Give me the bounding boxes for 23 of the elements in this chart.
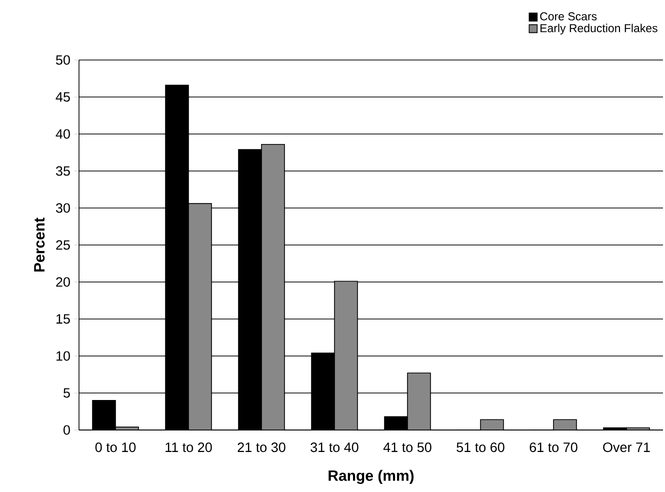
x-tick-label: 11 to 20 [166, 442, 212, 452]
y-tick-label: 35 [56, 166, 70, 176]
x-tick-label: 51 to 60 [456, 442, 504, 452]
y-tick-label: 20 [56, 277, 70, 287]
legend-label: Early Reduction Flakes [540, 24, 658, 35]
legend-label: Core Scars [540, 12, 597, 20]
y-tick-label: 10 [56, 351, 70, 361]
x-tick-label: 61 to 70 [530, 442, 578, 452]
y-tick-label: 30 [56, 203, 70, 213]
x-tick-label: 41 to 50 [383, 442, 432, 452]
y-tick-label: 50 [56, 55, 70, 65]
y-tick-label: 25 [56, 240, 70, 250]
y-tick-label: 5 [64, 388, 70, 398]
y-tick-label: 45 [56, 92, 70, 102]
y-tick-label: 0 [64, 425, 70, 435]
y-axis-title: Percent [34, 218, 45, 272]
x-tick-label: 31 to 40 [310, 442, 358, 452]
x-tick-label: 0 to 10 [95, 442, 136, 452]
x-tick-label: 21 to 30 [238, 442, 286, 452]
y-tick-label: 40 [56, 129, 70, 139]
y-tick-label: 15 [56, 314, 70, 324]
x-axis-title: Range (mm) [328, 470, 414, 484]
x-tick-label: Over 71 [603, 442, 650, 452]
